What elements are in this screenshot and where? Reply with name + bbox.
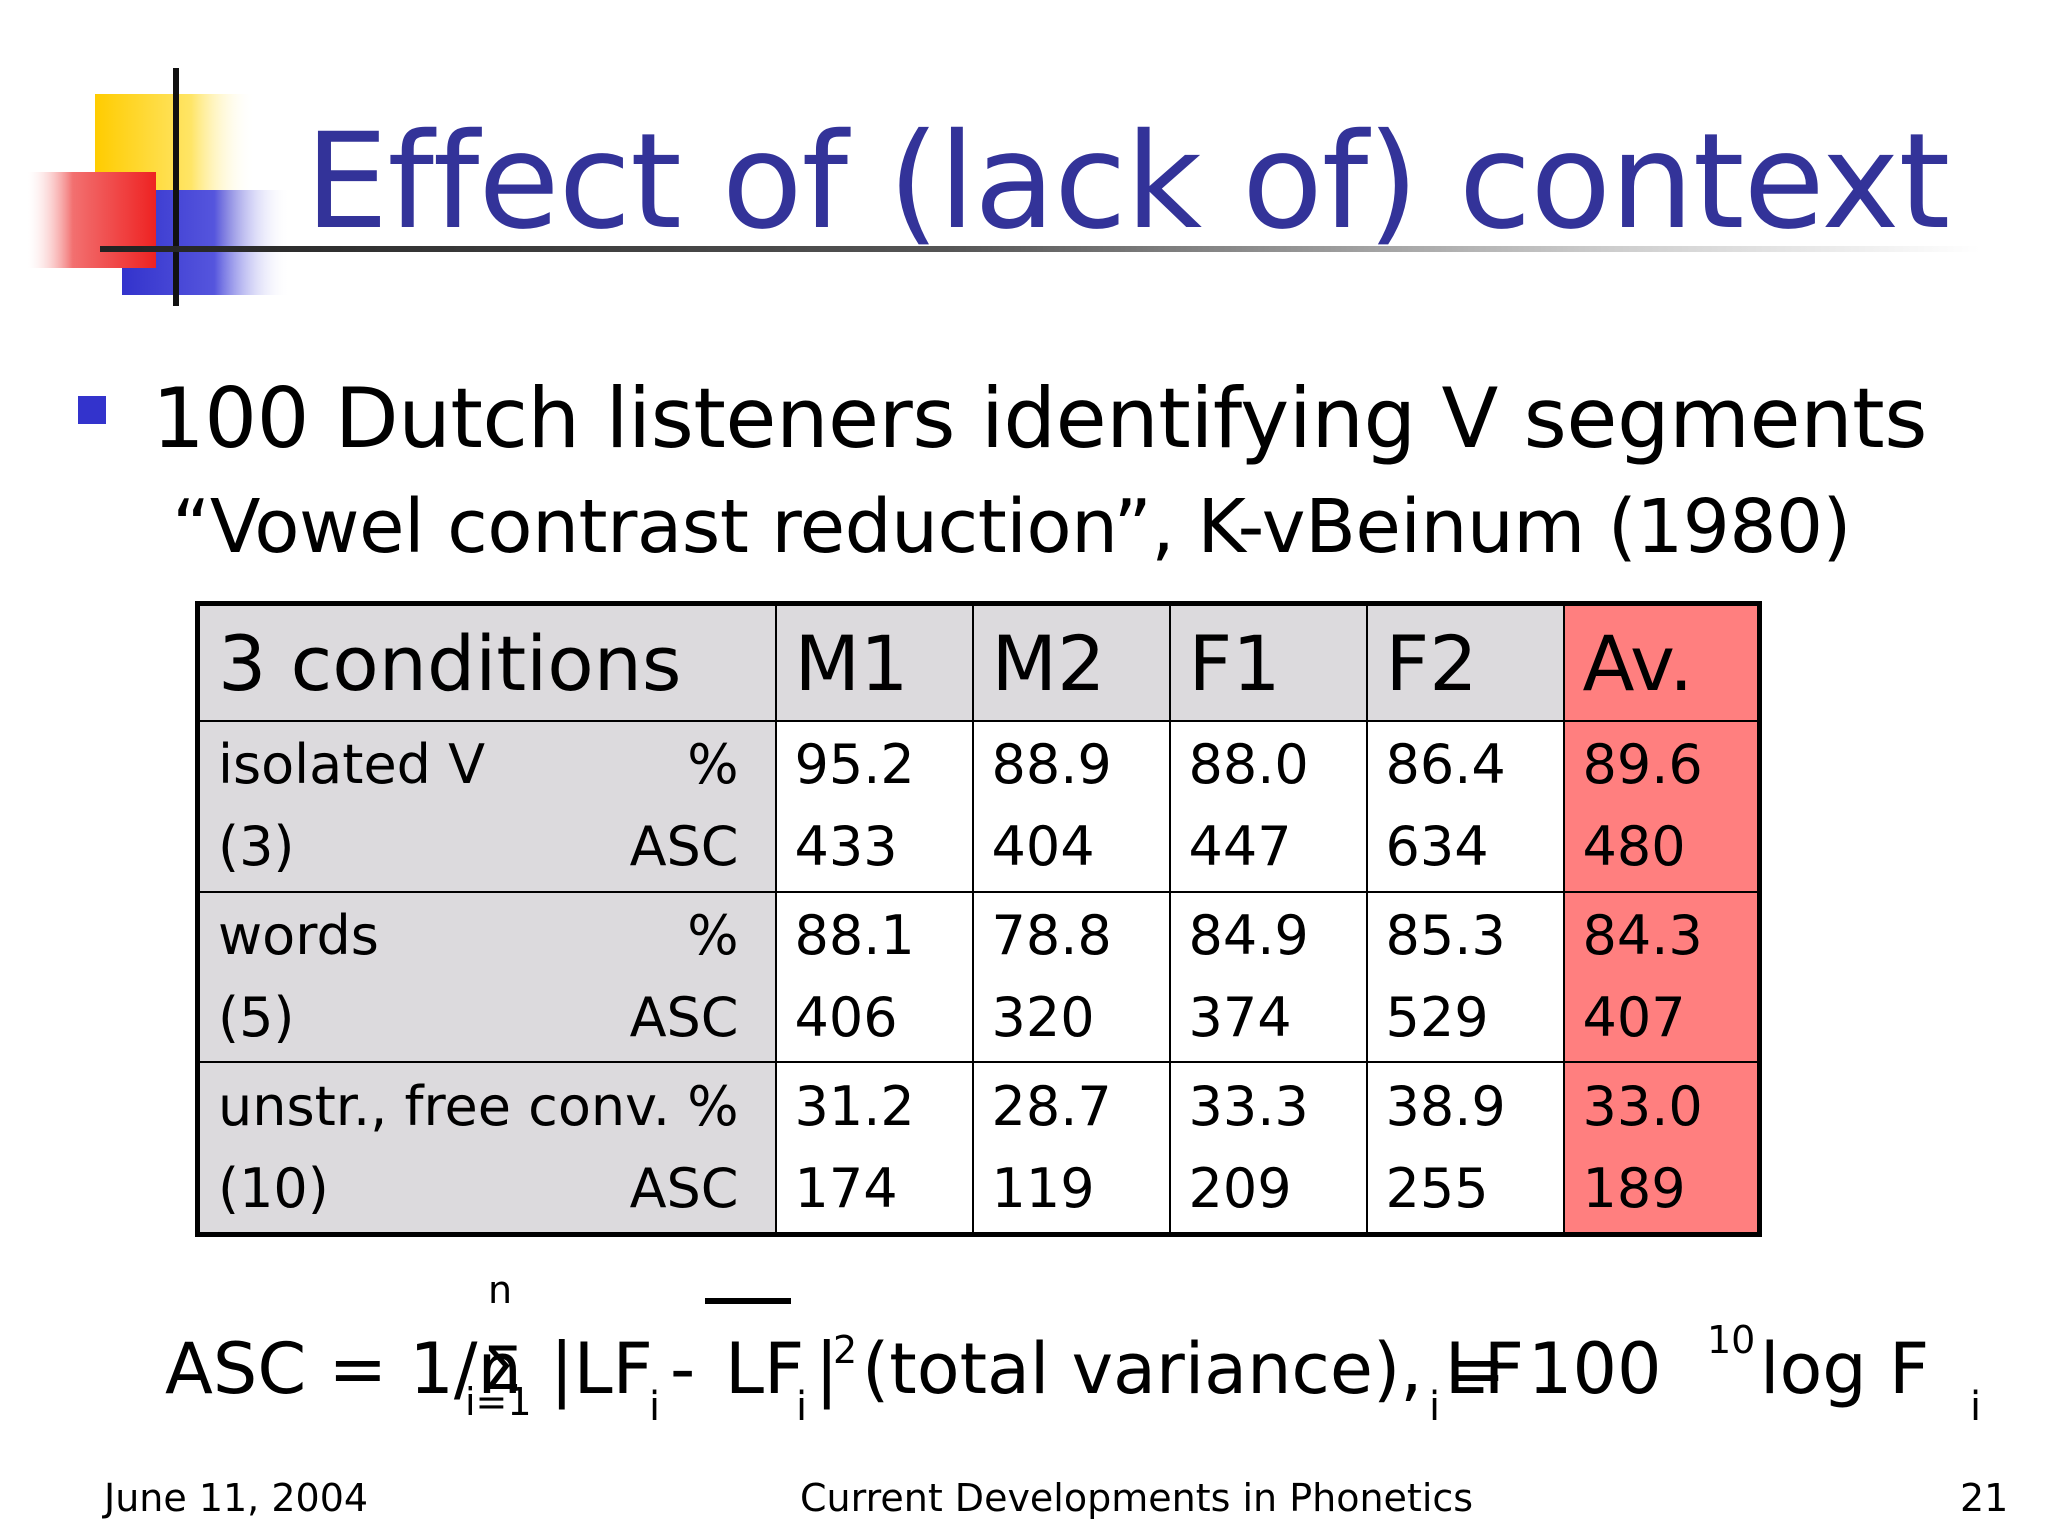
formula-power: 2	[833, 1328, 858, 1372]
formula-sum-lower: i=1	[465, 1380, 532, 1424]
condition-unit: %	[687, 733, 739, 797]
value-cell-average: 84.3 407	[1562, 890, 1761, 1064]
value-cell-m1: 88.1 406	[774, 890, 974, 1064]
condition-unit: ASC	[629, 985, 739, 1049]
formula-bar-close: |	[815, 1328, 839, 1410]
condition-unit: %	[687, 903, 739, 967]
table-row: words% (5) ASC 88.1 406 78.8 320 84.9 374 85…	[196, 890, 1761, 1064]
results-table: 3 conditions M1 M2 F1 F2 Av. isolated V%…	[195, 601, 1762, 1237]
condition-unit: ASC	[629, 815, 739, 879]
value-cell-f2: 86.4 634	[1365, 720, 1565, 893]
formula-sum-symbol: Σ	[483, 1334, 521, 1404]
value-cell-f1: 84.9 374	[1168, 890, 1368, 1064]
header-m1: M1	[774, 602, 974, 722]
formula-middle: (total variance), LF	[862, 1328, 1525, 1410]
slide-title: Effect of (lack of) context	[305, 105, 1950, 259]
footer-date: June 11, 2004	[104, 1476, 369, 1520]
formula-mean-bar	[705, 1298, 791, 1304]
condition-label: isolated V	[218, 733, 486, 797]
value-cell-f1: 88.0 447	[1168, 720, 1368, 893]
condition-count: (5)	[218, 985, 295, 1049]
formula-log-base: 10	[1707, 1318, 1756, 1362]
bullet-square-icon	[78, 396, 106, 424]
asc-formula: ASC = 1/n n Σ i=1 |LF i - LF i | 2 (tota…	[165, 1268, 2015, 1430]
formula-lf-mean: LF	[725, 1328, 805, 1410]
condition-unit: ASC	[629, 1156, 739, 1220]
value-cell-f2: 38.9 255	[1365, 1061, 1565, 1236]
value-cell-average: 89.6 480	[1562, 720, 1761, 893]
formula-sum-upper: n	[488, 1268, 513, 1312]
header-m2: M2	[971, 602, 1171, 722]
value-cell-f1: 33.3 209	[1168, 1061, 1368, 1236]
formula-sub-i: i	[796, 1384, 808, 1430]
value-cell-m1: 95.2 433	[774, 720, 974, 893]
footer-title: Current Developments in Phonetics	[800, 1476, 1474, 1520]
decorative-logo	[28, 68, 300, 306]
formula-bar-open: |LF	[550, 1328, 653, 1410]
table-row: isolated V% (3) ASC 95.2 433 88.9 404 88.0 4…	[196, 720, 1761, 893]
formula-lead: ASC = 1/n	[165, 1328, 522, 1410]
condition-count: (3)	[218, 815, 295, 879]
formula-equals: = 100	[1447, 1328, 1662, 1410]
formula-minus: -	[670, 1328, 696, 1410]
bullet-text: 100 Dutch listeners identifying V segmen…	[152, 370, 1927, 467]
value-cell-m2: 28.7 119	[971, 1061, 1171, 1236]
footer-page-number: 21	[1960, 1476, 2009, 1520]
value-cell-f2: 85.3 529	[1365, 890, 1565, 1064]
condition-label: unstr., free conv.	[218, 1074, 671, 1138]
value-cell-m2: 88.9 404	[971, 720, 1171, 893]
header-f2: F2	[1365, 602, 1565, 722]
condition-cell: unstr., free conv.% (10) ASC	[196, 1061, 777, 1236]
header-conditions: 3 conditions	[196, 602, 777, 722]
title-underline	[100, 246, 1980, 252]
formula-tail: log F	[1760, 1328, 1930, 1410]
value-cell-m2: 78.8 320	[971, 890, 1171, 1064]
logo-red-square	[28, 172, 156, 268]
condition-cell: isolated V% (3) ASC	[196, 720, 777, 893]
logo-vertical-line	[173, 68, 179, 306]
value-cell-average: 33.0 189	[1562, 1061, 1761, 1236]
formula-sub-i: i	[1970, 1384, 1982, 1430]
header-average: Av.	[1562, 602, 1761, 722]
condition-count: (10)	[218, 1156, 329, 1220]
condition-unit: %	[687, 1074, 739, 1138]
reference-text: “Vowel contrast reduction”, K-vBeinum (1…	[172, 484, 1851, 570]
value-cell-m1: 31.2 174	[774, 1061, 974, 1236]
table-row: unstr., free conv.% (10) ASC 31.2 174 28.7…	[196, 1061, 1761, 1236]
formula-sub-i: i	[649, 1384, 661, 1430]
condition-label: words	[218, 903, 379, 967]
table-header-row: 3 conditions M1 M2 F1 F2 Av.	[196, 602, 1761, 722]
condition-cell: words% (5) ASC	[196, 890, 777, 1064]
header-f1: F1	[1168, 602, 1368, 722]
formula-sub-i: i	[1429, 1384, 1441, 1430]
